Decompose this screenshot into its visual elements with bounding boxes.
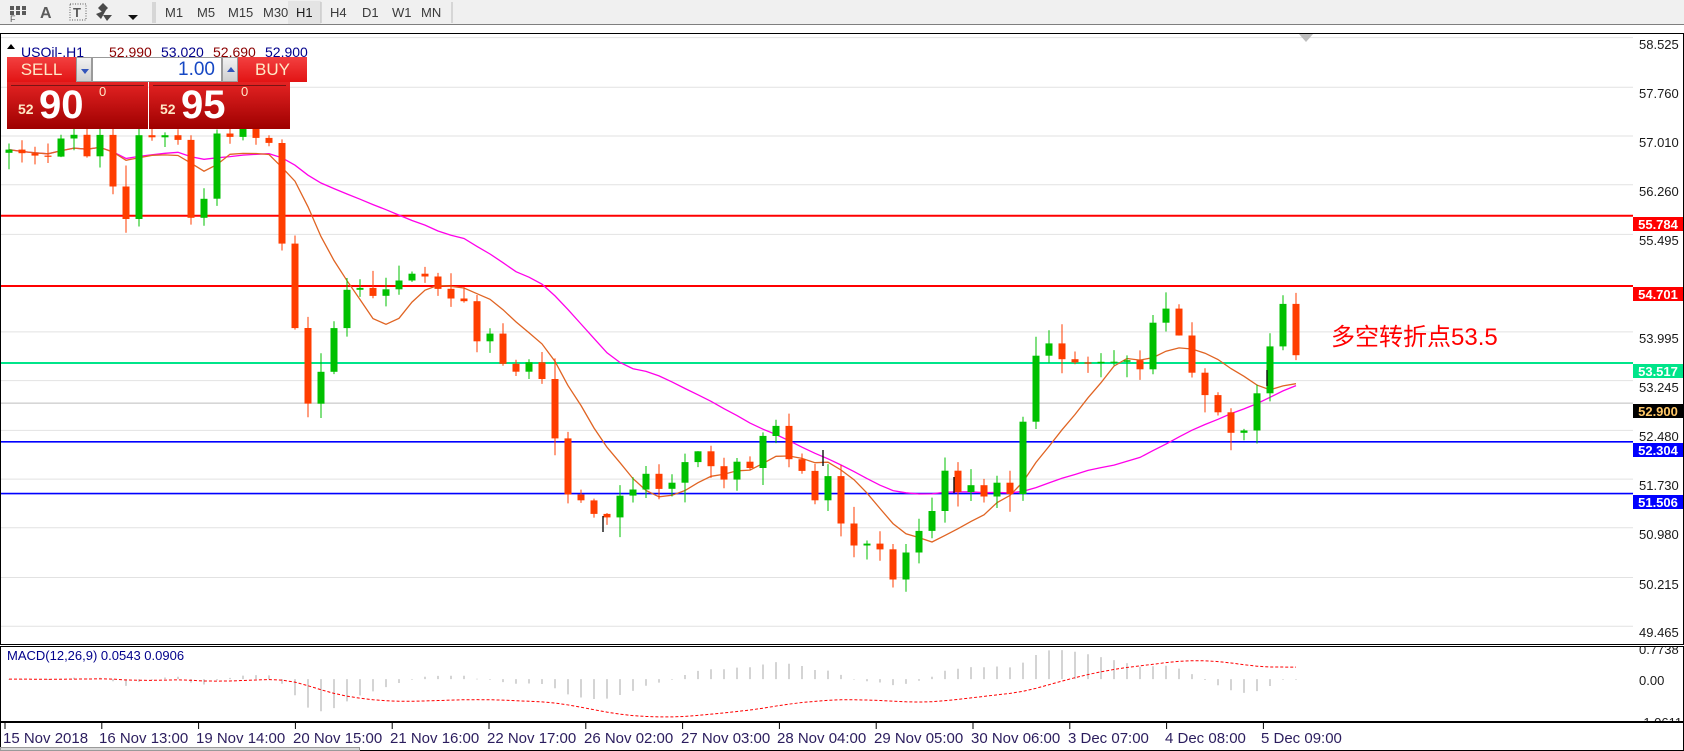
svg-text:M1: M1 — [165, 5, 183, 20]
svg-text:M5: M5 — [197, 5, 215, 20]
svg-text:多空转折点53.5: 多空转折点53.5 — [1331, 324, 1498, 351]
svg-text:M30: M30 — [263, 5, 288, 20]
svg-text:M15: M15 — [228, 5, 253, 20]
svg-text:H1: H1 — [296, 5, 313, 20]
svg-text:D1: D1 — [362, 5, 379, 20]
svg-text:H4: H4 — [330, 5, 347, 20]
svg-text:MN: MN — [421, 5, 441, 20]
svg-text:W1: W1 — [392, 5, 412, 20]
svg-text:MACD(12,26,9) 0.0543 0.0906: MACD(12,26,9) 0.0543 0.0906 — [7, 648, 184, 663]
svg-text:T: T — [73, 5, 81, 20]
svg-text:A: A — [40, 5, 52, 22]
svg-text:F: F — [10, 14, 16, 24]
